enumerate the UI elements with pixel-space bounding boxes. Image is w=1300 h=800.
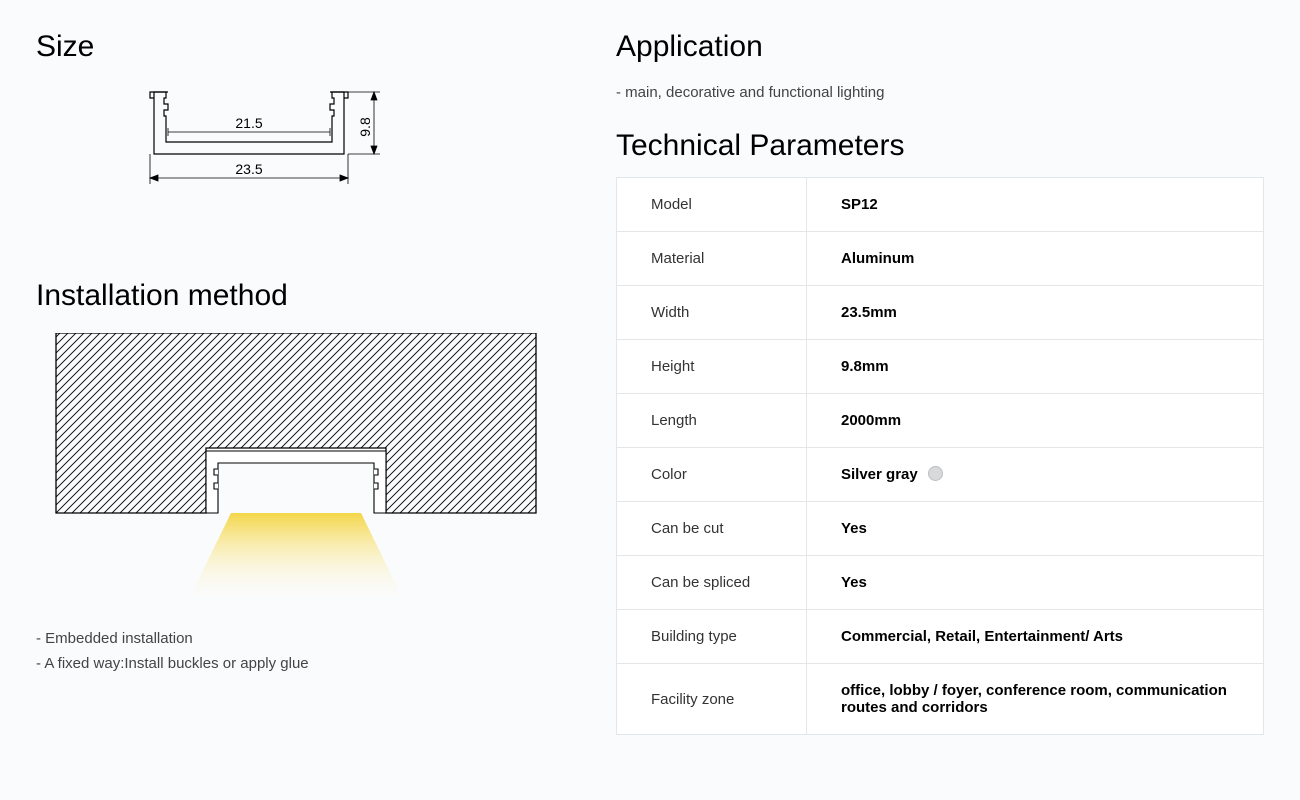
table-row: MaterialAluminum xyxy=(617,232,1264,286)
dim-height: 9.8 xyxy=(357,117,373,137)
param-key: Can be spliced xyxy=(617,556,807,610)
param-value: office, lobby / foyer, conference room, … xyxy=(807,664,1264,735)
dim-outer-width: 23.5 xyxy=(235,161,262,177)
table-row: Length2000mm xyxy=(617,394,1264,448)
installation-diagram xyxy=(36,333,576,618)
param-value: Yes xyxy=(807,502,1264,556)
param-value: 23.5mm xyxy=(807,286,1264,340)
param-key: Color xyxy=(617,448,807,502)
heading-size: Size xyxy=(36,30,576,64)
application-note: - main, decorative and functional lighti… xyxy=(616,84,1264,101)
param-key: Length xyxy=(617,394,807,448)
param-key: Can be cut xyxy=(617,502,807,556)
technical-parameters-table: ModelSP12MaterialAluminumWidth23.5mmHeig… xyxy=(616,177,1264,735)
param-value: Yes xyxy=(807,556,1264,610)
param-value: 9.8mm xyxy=(807,340,1264,394)
param-key: Height xyxy=(617,340,807,394)
heading-application: Application xyxy=(616,30,1264,64)
param-value: Silver gray xyxy=(807,448,1264,502)
param-key: Building type xyxy=(617,610,807,664)
size-diagram: 21.5 23.5 9.8 xyxy=(136,84,576,229)
param-key: Model xyxy=(617,178,807,232)
installation-notes: - Embedded installation - A fixed way:In… xyxy=(36,630,576,672)
color-swatch-icon xyxy=(928,466,943,481)
table-row: Width23.5mm xyxy=(617,286,1264,340)
param-key: Width xyxy=(617,286,807,340)
install-note-0: - Embedded installation xyxy=(36,630,576,647)
heading-installation: Installation method xyxy=(36,279,576,313)
install-note-1: - A fixed way:Install buckles or apply g… xyxy=(36,655,576,672)
param-value: 2000mm xyxy=(807,394,1264,448)
table-row: Can be splicedYes xyxy=(617,556,1264,610)
table-row: ModelSP12 xyxy=(617,178,1264,232)
heading-technical: Technical Parameters xyxy=(616,129,1264,163)
table-row: Height9.8mm xyxy=(617,340,1264,394)
param-key: Facility zone xyxy=(617,664,807,735)
table-row: Facility zoneoffice, lobby / foyer, conf… xyxy=(617,664,1264,735)
param-value: Aluminum xyxy=(807,232,1264,286)
param-value: SP12 xyxy=(807,178,1264,232)
table-row: Building typeCommercial, Retail, Enterta… xyxy=(617,610,1264,664)
dim-inner-width: 21.5 xyxy=(235,115,262,131)
param-value: Commercial, Retail, Entertainment/ Arts xyxy=(807,610,1264,664)
table-row: ColorSilver gray xyxy=(617,448,1264,502)
param-key: Material xyxy=(617,232,807,286)
table-row: Can be cutYes xyxy=(617,502,1264,556)
